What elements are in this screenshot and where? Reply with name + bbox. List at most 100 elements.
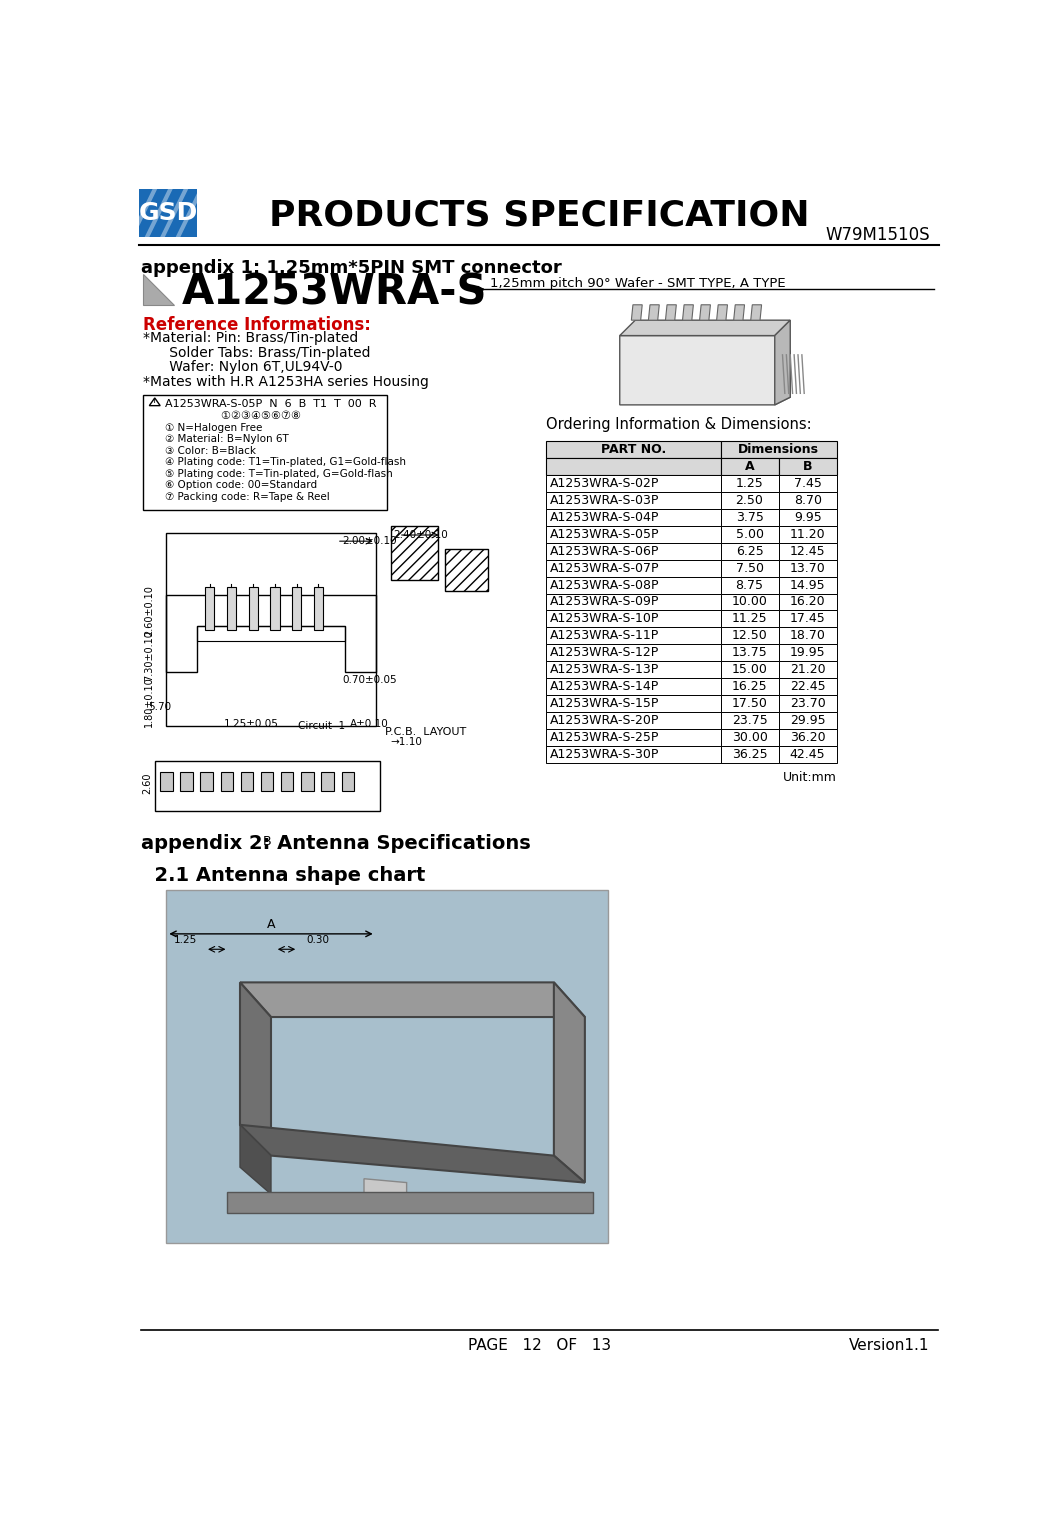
Bar	[546, 594, 721, 610]
Bar	[143, 395, 387, 510]
Text: Ordering Information & Dimensions:: Ordering Information & Dimensions:	[546, 417, 812, 432]
Text: 36.20: 36.20	[790, 731, 826, 745]
Bar	[391, 526, 438, 580]
Polygon shape	[240, 1125, 585, 1183]
Text: 13.70: 13.70	[790, 562, 826, 575]
Bar	[778, 713, 836, 729]
Text: 8.75: 8.75	[735, 578, 764, 592]
Text: !: !	[154, 398, 157, 407]
Text: ⑦ Packing code: R=Tape & Reel: ⑦ Packing code: R=Tape & Reel	[165, 491, 329, 502]
Bar	[778, 491, 836, 508]
Polygon shape	[774, 320, 790, 404]
Bar	[301, 772, 313, 792]
Polygon shape	[143, 275, 175, 305]
Bar	[546, 610, 721, 627]
Text: appendix 1: 1.25mm*5PIN SMT connector: appendix 1: 1.25mm*5PIN SMT connector	[141, 258, 562, 276]
Bar	[546, 491, 721, 508]
Bar	[248, 588, 258, 630]
Text: 7.45: 7.45	[794, 478, 822, 490]
Bar	[281, 772, 294, 792]
Text: appendix 2: Antenna Specifications: appendix 2: Antenna Specifications	[141, 833, 530, 853]
Text: 13.75: 13.75	[732, 647, 768, 659]
Bar	[721, 678, 778, 696]
Bar	[180, 772, 193, 792]
Text: 9.95: 9.95	[794, 511, 822, 523]
Bar	[721, 729, 778, 746]
Text: 16.20: 16.20	[790, 595, 826, 609]
Text: 12.45: 12.45	[790, 545, 826, 557]
Bar	[721, 661, 778, 678]
Bar	[227, 1192, 592, 1213]
Bar	[546, 713, 721, 729]
Bar	[227, 588, 236, 630]
Text: 3.75: 3.75	[735, 511, 764, 523]
Text: ① N=Halogen Free: ① N=Halogen Free	[165, 423, 262, 432]
Bar	[546, 746, 721, 763]
Text: A1253WRA-S-13P: A1253WRA-S-13P	[550, 664, 660, 676]
Text: 42.45: 42.45	[790, 748, 826, 761]
Text: A1253WRA-S-10P: A1253WRA-S-10P	[550, 612, 660, 626]
Text: A1253WRA-S: A1253WRA-S	[182, 272, 487, 313]
Text: A1253WRA-S-02P: A1253WRA-S-02P	[550, 478, 660, 490]
Bar	[778, 594, 836, 610]
Text: 8.70: 8.70	[793, 494, 822, 507]
Bar	[778, 644, 836, 661]
Bar	[166, 534, 376, 726]
Bar	[546, 526, 721, 543]
Text: 1.25: 1.25	[175, 935, 198, 945]
Text: *Mates with H.R A1253HA series Housing: *Mates with H.R A1253HA series Housing	[143, 375, 429, 389]
Text: A±0.10: A±0.10	[350, 719, 389, 729]
Polygon shape	[631, 305, 642, 320]
Bar	[241, 772, 254, 792]
Bar	[721, 526, 778, 543]
Bar	[778, 661, 836, 678]
Bar	[270, 588, 280, 630]
Bar	[546, 644, 721, 661]
Text: A1253WRA-S-20P: A1253WRA-S-20P	[550, 714, 660, 726]
Text: A1253WRA-S-04P: A1253WRA-S-04P	[550, 511, 660, 523]
Text: A1253WRA-S-25P: A1253WRA-S-25P	[550, 731, 660, 745]
Bar	[160, 772, 173, 792]
Text: Reference Informations:: Reference Informations:	[143, 316, 371, 334]
Text: 11.25: 11.25	[732, 612, 767, 626]
Text: 1.25: 1.25	[735, 478, 764, 490]
Text: 23.70: 23.70	[790, 697, 826, 710]
Text: A1253WRA-S-06P: A1253WRA-S-06P	[550, 545, 660, 557]
Bar	[778, 610, 836, 627]
Text: 5.70: 5.70	[148, 702, 171, 711]
Text: 23.75: 23.75	[732, 714, 768, 726]
Bar	[778, 543, 836, 560]
Text: 1,25mm pitch 90° Wafer - SMT TYPE, A TYPE: 1,25mm pitch 90° Wafer - SMT TYPE, A TYP…	[489, 276, 785, 290]
Text: →1.10: →1.10	[390, 737, 423, 748]
Bar	[201, 772, 213, 792]
Text: PAGE   12   OF   13: PAGE 12 OF 13	[467, 1338, 611, 1354]
Text: 7.30±0.10: 7.30±0.10	[144, 630, 155, 681]
Text: A1253WRA-S-05P: A1253WRA-S-05P	[550, 528, 660, 540]
Text: A1253WRA-S-03P: A1253WRA-S-03P	[550, 494, 660, 507]
Polygon shape	[620, 320, 790, 336]
Bar	[778, 696, 836, 713]
Bar	[721, 644, 778, 661]
Bar	[546, 441, 721, 458]
Text: A1253WRA-S-14P: A1253WRA-S-14P	[550, 681, 660, 693]
Polygon shape	[240, 983, 585, 1016]
Polygon shape	[700, 305, 710, 320]
Text: 2.40±0.10: 2.40±0.10	[393, 530, 448, 540]
Polygon shape	[733, 305, 745, 320]
Bar	[721, 696, 778, 713]
Bar	[721, 627, 778, 644]
Bar	[261, 772, 274, 792]
Bar	[546, 560, 721, 577]
Text: A: A	[745, 459, 754, 473]
Polygon shape	[240, 1125, 271, 1195]
Bar	[155, 760, 380, 810]
Bar	[546, 696, 721, 713]
Bar	[321, 772, 333, 792]
Text: 2.1 Antenna shape chart: 2.1 Antenna shape chart	[141, 867, 425, 885]
Bar	[166, 890, 608, 1242]
Text: 11.20: 11.20	[790, 528, 826, 540]
Text: A1253WRA-S-09P: A1253WRA-S-09P	[550, 595, 660, 609]
Text: 2.60: 2.60	[142, 774, 151, 795]
Bar	[778, 678, 836, 696]
Bar	[778, 627, 836, 644]
